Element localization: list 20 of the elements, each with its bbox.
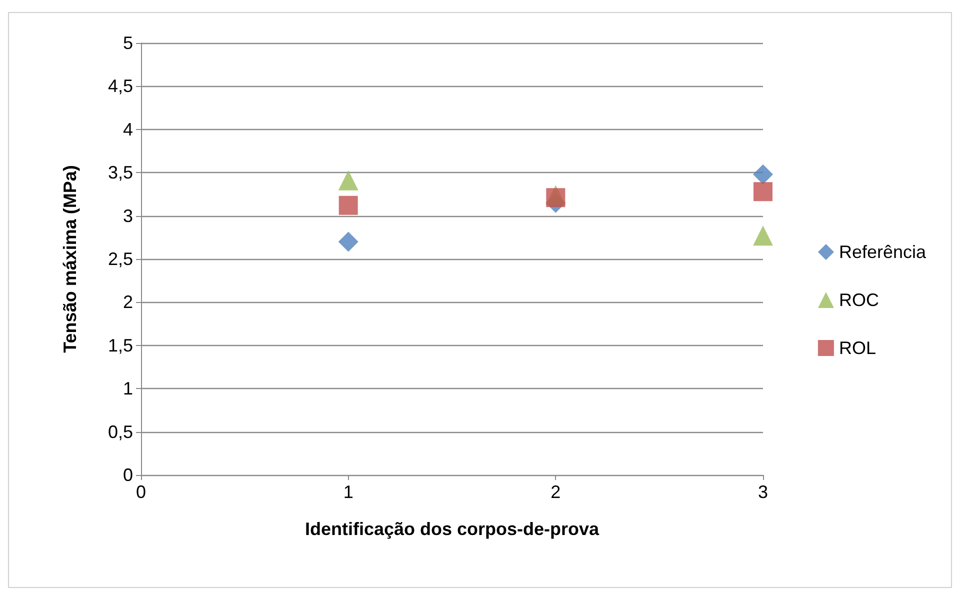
x-tick-label: 3 (758, 482, 768, 502)
y-tick-label: 0,5 (108, 422, 133, 442)
legend-label: ROC (838, 290, 879, 310)
y-tick-label: 3,5 (108, 162, 133, 183)
y-axis-title: Tensão máxima (MPa) (60, 165, 80, 353)
y-tick-label: 1,5 (108, 335, 133, 356)
x-axis-title: Identificação dos corpos-de-prova (304, 519, 600, 539)
x-tick-label: 2 (550, 482, 561, 502)
x-tick-label: 0 (136, 482, 146, 502)
y-tick-label: 4 (122, 119, 133, 140)
y-tick-label: 0 (122, 465, 133, 485)
y-tick-label: 5 (122, 33, 133, 53)
y-tick-label: 3 (122, 206, 133, 226)
y-tick-label: 2,5 (108, 249, 133, 269)
legend-label: ROL (838, 338, 876, 358)
x-tick-label: 1 (343, 482, 354, 502)
legend-label: Referência (838, 242, 927, 262)
y-tick-label: 4,5 (108, 76, 133, 96)
y-tick-label: 2 (122, 292, 133, 312)
y-tick-label: 1 (122, 378, 133, 399)
